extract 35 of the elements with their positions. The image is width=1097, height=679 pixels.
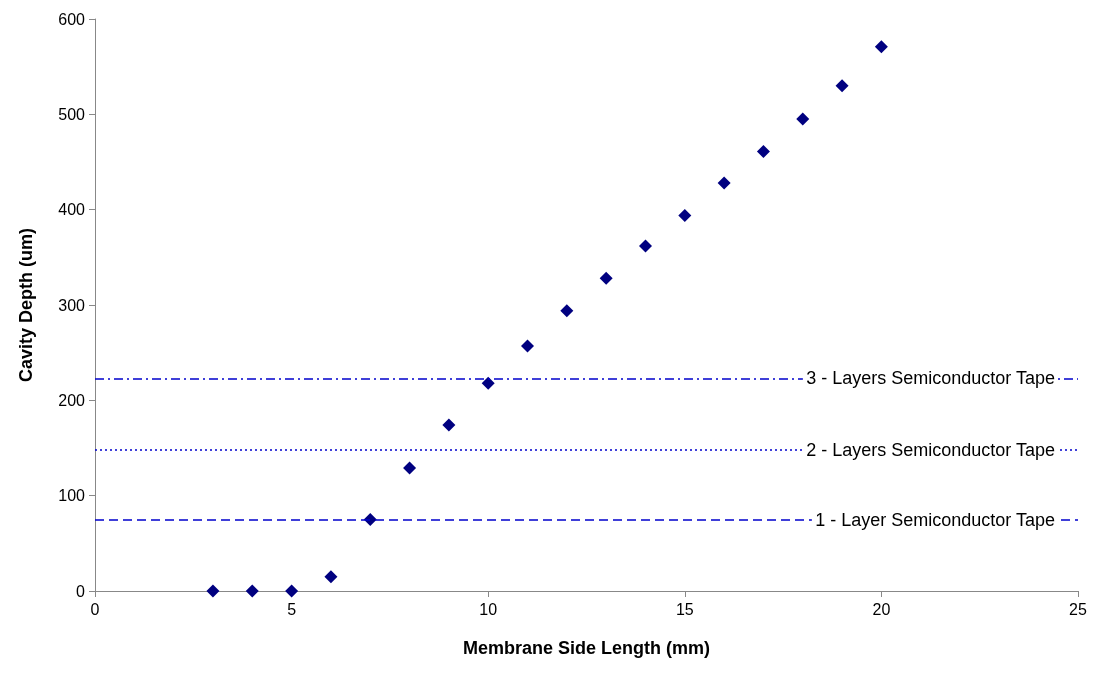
y-tick-label: 300 — [58, 296, 86, 314]
point — [481, 376, 495, 390]
x-tick-label: 5 — [287, 600, 297, 618]
x-tick-label: 0 — [90, 600, 100, 618]
point — [678, 208, 692, 222]
point — [245, 584, 259, 598]
point — [835, 79, 849, 93]
ref-line-label: 2 - Layers Semiconductor Tape — [806, 439, 1055, 460]
y-tick-label: 200 — [58, 391, 86, 409]
point — [796, 112, 810, 126]
x-tick-label: 10 — [479, 600, 498, 618]
ref-line-label: 1 - Layer Semiconductor Tape — [815, 509, 1055, 530]
x-tick-label: 15 — [675, 600, 694, 618]
point — [874, 40, 888, 54]
point — [403, 461, 417, 475]
point — [521, 339, 535, 353]
x-tick-label: 25 — [1069, 600, 1087, 618]
point — [206, 584, 220, 598]
y-axis-title: Cavity Depth (um) — [16, 227, 36, 383]
x-tick-label: 20 — [872, 600, 891, 618]
point — [756, 145, 770, 159]
y-tick-label: 100 — [58, 487, 86, 505]
point — [638, 239, 652, 253]
point — [324, 570, 338, 584]
point — [560, 304, 574, 318]
point — [717, 176, 731, 190]
point — [285, 584, 299, 598]
point — [599, 271, 613, 285]
x-axis-title: Membrane Side Length (mm) — [462, 638, 711, 658]
point — [442, 418, 456, 432]
y-tick-label: 400 — [58, 201, 86, 219]
y-tick-label: 500 — [58, 105, 86, 123]
y-tick-label: 600 — [58, 10, 86, 28]
ref-line-label: 3 - Layers Semiconductor Tape — [806, 368, 1055, 389]
y-tick-label: 0 — [76, 582, 86, 600]
